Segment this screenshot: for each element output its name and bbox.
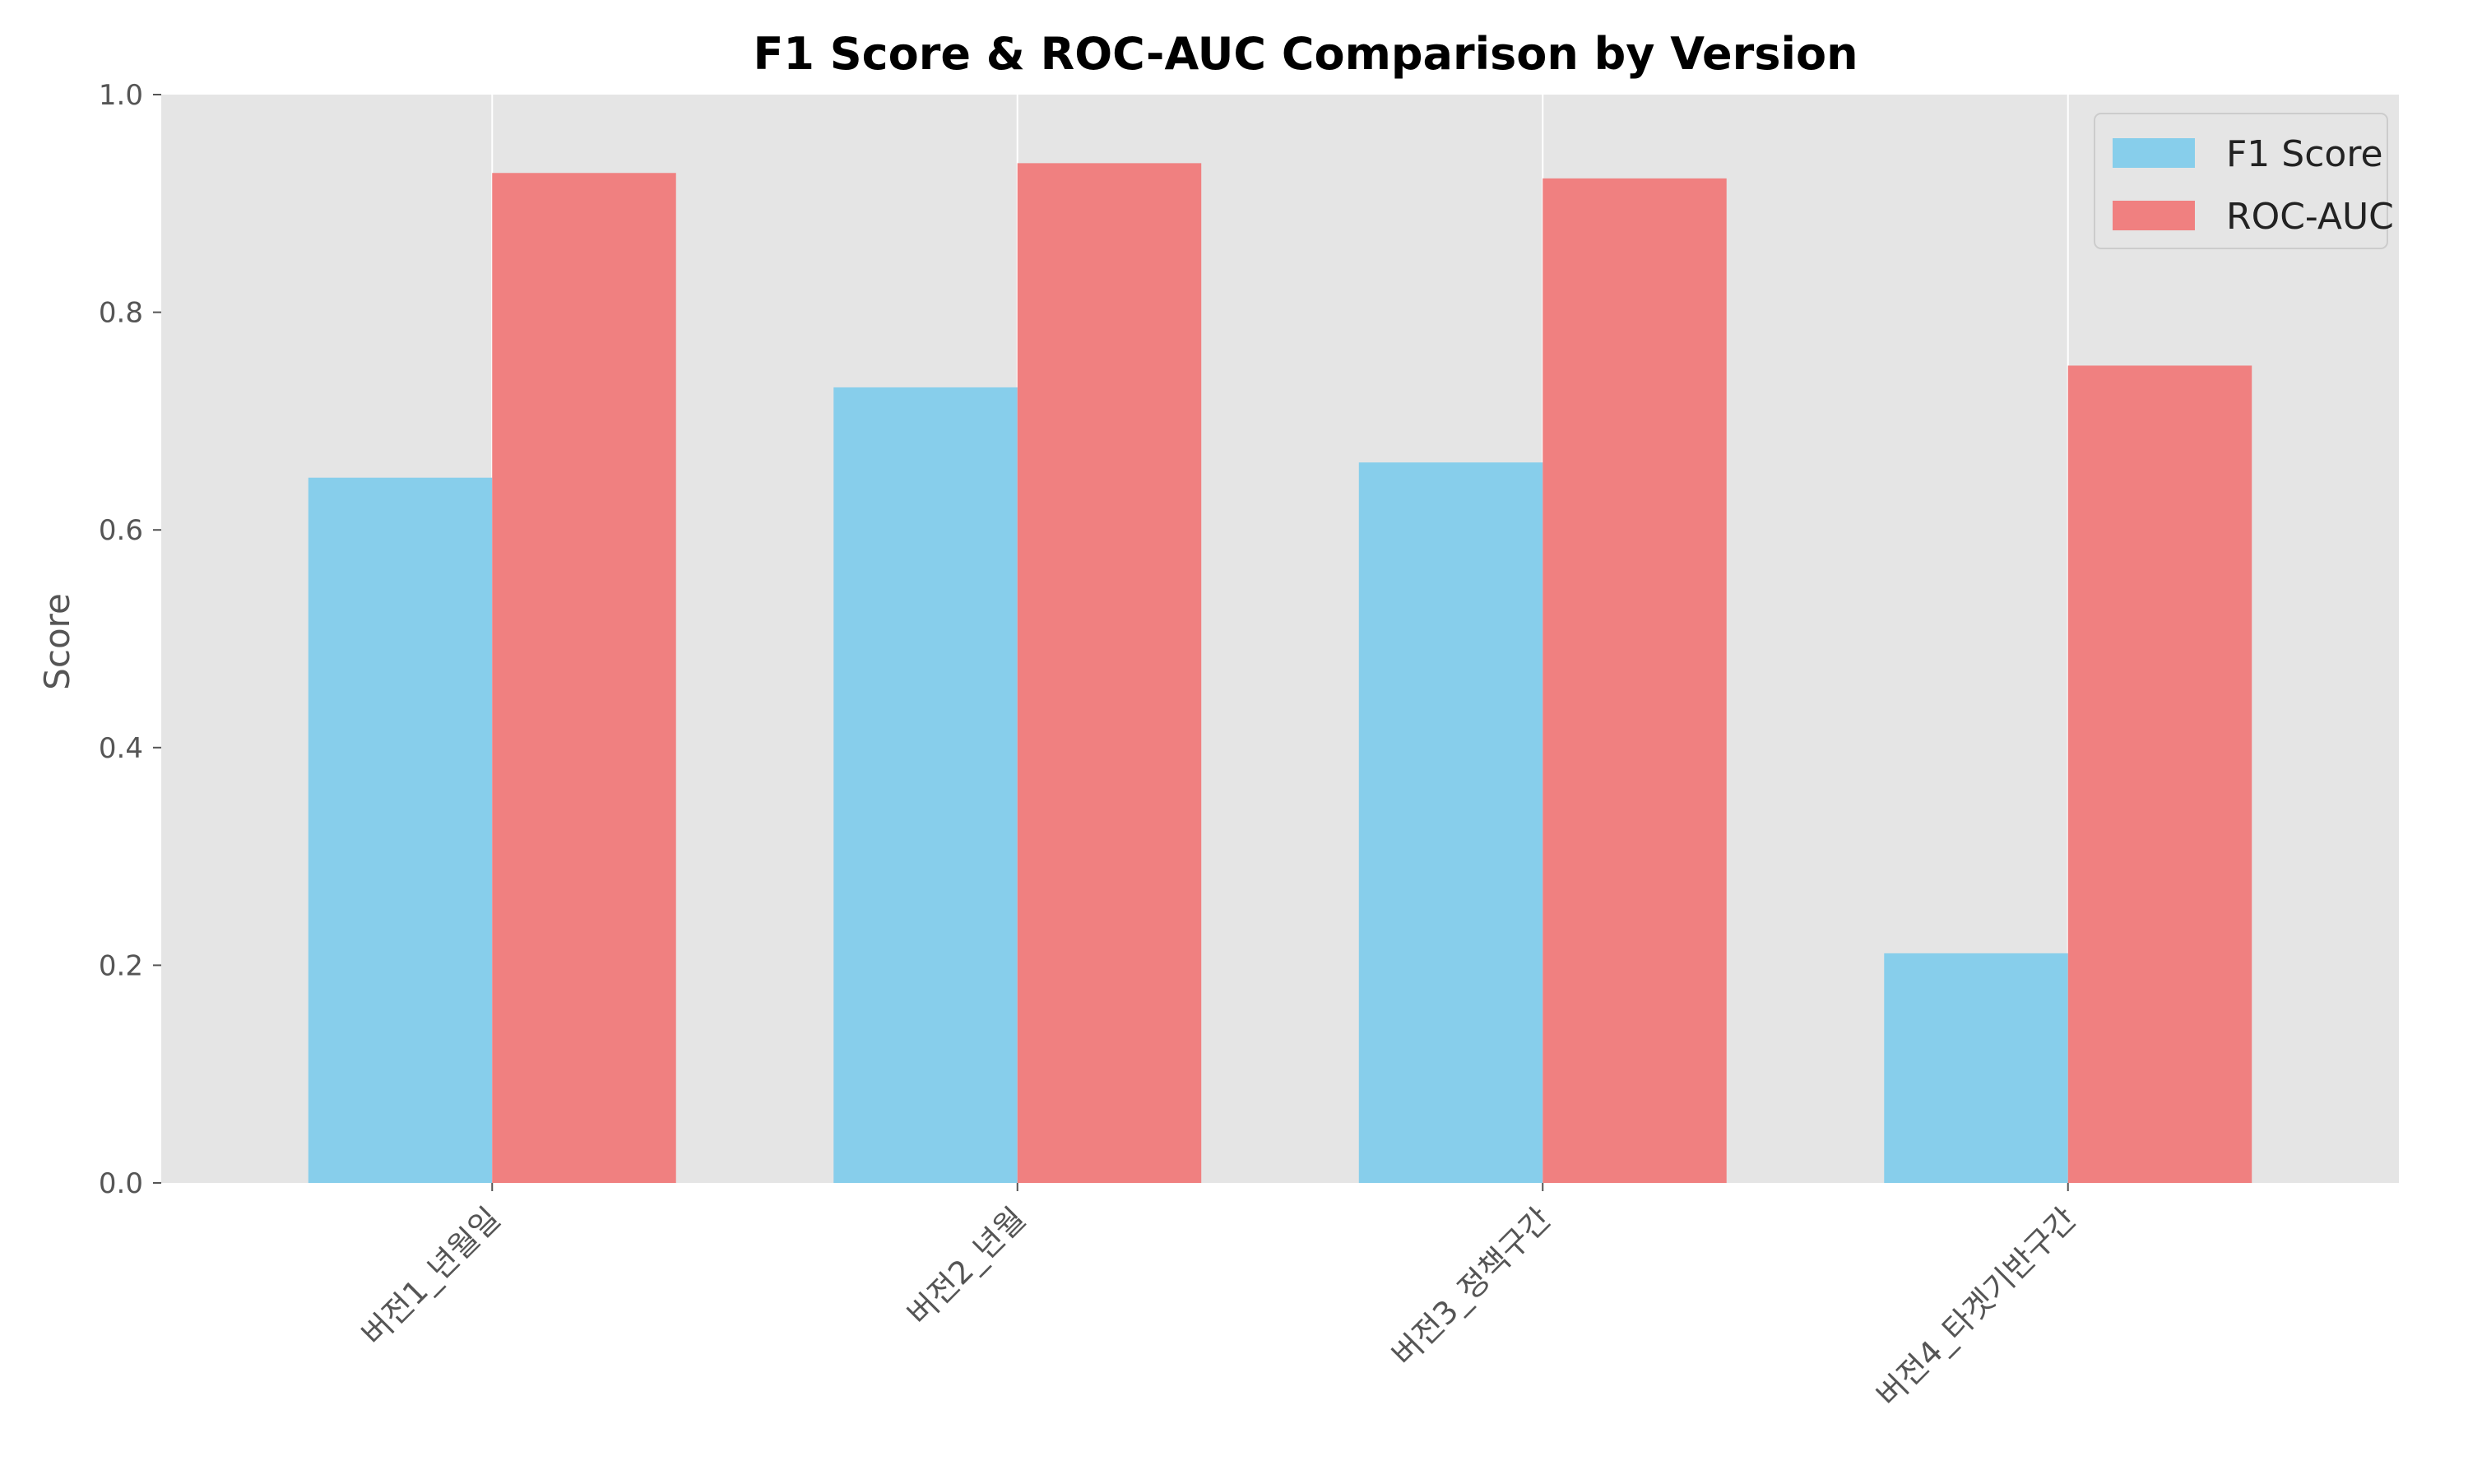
legend: F1 Score ROC-AUC bbox=[2094, 113, 2394, 249]
bar-f1-3 bbox=[1358, 462, 1543, 1183]
legend-label: F1 Score bbox=[2226, 133, 2383, 175]
chart-title: F1 Score & ROC-AUC Comparison by Version bbox=[753, 28, 1858, 80]
legend-swatch bbox=[2113, 138, 2195, 168]
bar-rocauc-4 bbox=[2067, 365, 2252, 1183]
y-tick-label: 0.8 bbox=[99, 297, 143, 330]
x-tick-label: 버전1_년월일 bbox=[355, 1200, 507, 1352]
y-tick-label: 0.0 bbox=[99, 1167, 143, 1200]
bar-rocauc-1 bbox=[492, 173, 676, 1184]
bar-f1-4 bbox=[1884, 953, 2068, 1183]
y-tick-label: 1.0 bbox=[99, 79, 143, 112]
legend-label: ROC-AUC bbox=[2226, 196, 2394, 238]
bar-f1-1 bbox=[308, 477, 493, 1183]
bar-rocauc-2 bbox=[1017, 163, 1202, 1183]
x-tick-label: 버전3_정책구간 bbox=[1385, 1200, 1558, 1373]
legend-swatch bbox=[2113, 201, 2195, 230]
y-axis-label: Score bbox=[37, 593, 77, 690]
y-tick-label: 0.4 bbox=[99, 732, 143, 765]
bar-rocauc-3 bbox=[1542, 178, 1727, 1184]
x-tick-label: 버전2_년월 bbox=[901, 1200, 1033, 1333]
bar-f1-2 bbox=[833, 387, 1018, 1184]
plot-area: 0.0 0.2 0.4 0.6 0.8 1.0 버전1_년월일 버전2_년월 버전3_정책구간 버… bbox=[99, 79, 2399, 1414]
y-tick-label: 0.6 bbox=[99, 514, 143, 547]
y-tick-label: 0.2 bbox=[99, 949, 143, 982]
x-tick-label: 버전4_타겟기반구간 bbox=[1870, 1200, 2083, 1413]
